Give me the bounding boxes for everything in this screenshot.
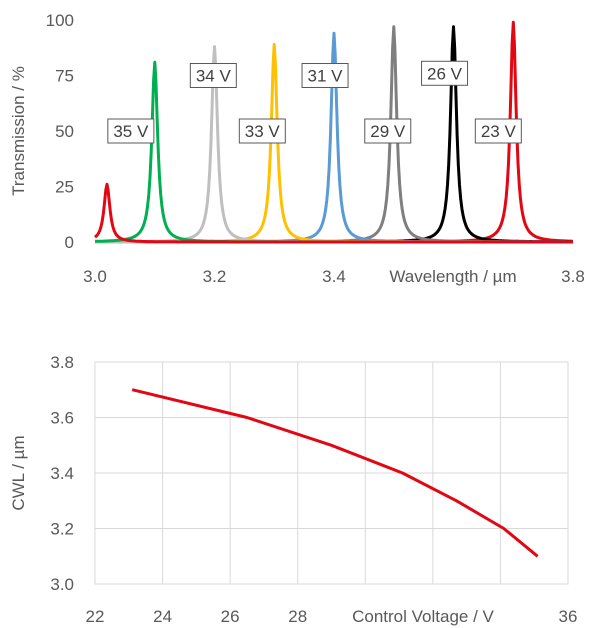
x-tick-label: 3.8: [561, 267, 585, 286]
x-tick-label: 22: [86, 607, 105, 626]
transmission-x-axis-label: Wavelength / µm: [389, 267, 516, 286]
cwl-series-line: [131, 388, 539, 558]
transmission-series: [94, 20, 574, 244]
transmission-peak-line: [94, 182, 574, 244]
x-tick-label: 24: [153, 607, 172, 626]
peak-label: 29 V: [364, 118, 412, 144]
x-tick-label: 3.2: [203, 267, 227, 286]
transmission-x-tick-labels: 3.0 3.2 3.4 3.8: [83, 267, 585, 286]
y-tick-label: 50: [55, 122, 74, 141]
cwl-x-axis-label: Control Voltage / V: [352, 607, 494, 626]
y-tick-label: 3.6: [50, 409, 74, 428]
transmission-peak-line: [94, 60, 574, 244]
y-tick-label: 3.2: [50, 520, 74, 539]
y-tick-label: 100: [46, 11, 74, 30]
y-tick-label: 25: [55, 178, 74, 197]
cwl-chart: 3.0 3.2 3.4 3.6 3.8 22 24 26 28 36 Contr…: [9, 353, 577, 626]
x-tick-label: 28: [288, 607, 307, 626]
svg-text:31 V: 31 V: [308, 67, 344, 86]
peak-label: 23 V: [474, 118, 522, 144]
transmission-chart: 0 25 50 75 100 3.0 3.2 3.4 3.8 Wavelengt…: [9, 11, 585, 286]
transmission-y-tick-labels: 0 25 50 75 100: [46, 11, 74, 252]
cwl-gridlines: [94, 361, 569, 585]
y-tick-label: 3.4: [50, 464, 74, 483]
x-tick-label: 36: [559, 607, 578, 626]
svg-text:33 V: 33 V: [245, 122, 281, 141]
peak-label: 35 V: [107, 118, 155, 144]
svg-text:29 V: 29 V: [370, 122, 406, 141]
y-tick-label: 0: [65, 233, 74, 252]
svg-text:23 V: 23 V: [481, 122, 517, 141]
transmission-y-axis-label: Transmission / %: [9, 66, 28, 196]
x-tick-label: 26: [221, 607, 240, 626]
svg-text:34 V: 34 V: [196, 67, 232, 86]
y-tick-label: 75: [55, 67, 74, 86]
svg-text:26 V: 26 V: [427, 64, 463, 83]
peak-label: 33 V: [238, 118, 286, 144]
y-tick-label: 3.8: [50, 353, 74, 372]
cwl-x-tick-labels: 22 24 26 28 36: [86, 607, 578, 626]
svg-text:35 V: 35 V: [113, 122, 149, 141]
peak-labels: 35 V 34 V 33 V 31 V 29 V 26 V 23 V: [107, 60, 522, 144]
cwl-plot-area: [94, 361, 569, 585]
x-tick-label: 3.4: [322, 267, 346, 286]
cwl-y-tick-labels: 3.0 3.2 3.4 3.6 3.8: [50, 353, 74, 594]
peak-label: 31 V: [301, 63, 349, 88]
x-tick-label: 3.0: [83, 267, 107, 286]
y-tick-label: 3.0: [50, 575, 74, 594]
peak-label: 34 V: [189, 63, 237, 88]
peak-label: 26 V: [421, 60, 469, 86]
cwl-y-axis-label: CWL / µm: [9, 435, 28, 510]
